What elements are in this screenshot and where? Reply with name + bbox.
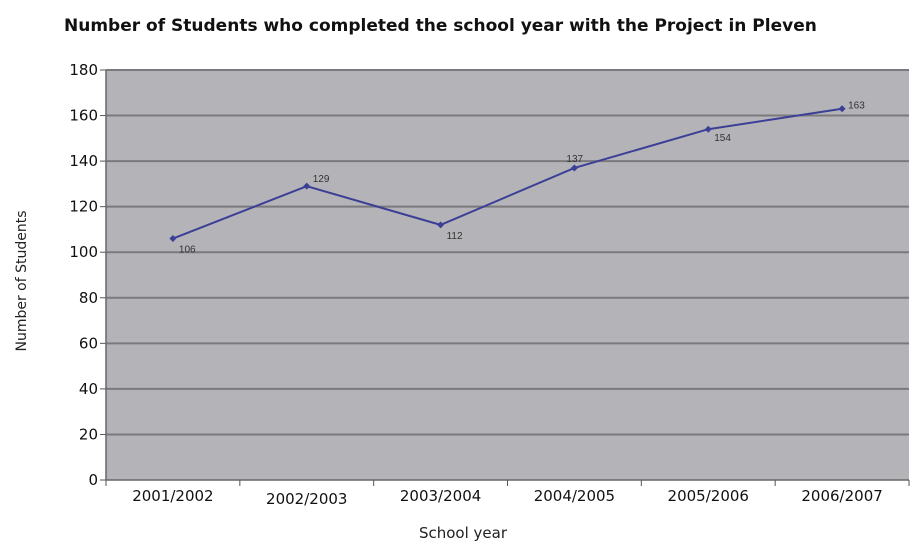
data-label: 112 (447, 231, 463, 242)
x-tick-label: 2002/2003 (266, 490, 347, 508)
y-tick-label: 160 (69, 107, 98, 125)
x-tick-label: 2006/2007 (801, 487, 882, 505)
data-label: 163 (848, 101, 865, 112)
y-tick-label: 20 (79, 425, 98, 443)
y-tick-label: 0 (88, 471, 98, 489)
data-point (704, 125, 712, 133)
x-axis-label: School year (418, 524, 508, 542)
y-tick-label: 140 (69, 152, 98, 170)
data-point (570, 164, 578, 172)
plot-area (106, 70, 909, 480)
chart-title: Number of Students who completed the sch… (64, 16, 817, 36)
data-point (838, 105, 846, 113)
y-tick-label: 100 (69, 243, 98, 261)
data-label: 137 (566, 154, 583, 165)
y-tick-label: 60 (79, 334, 98, 352)
x-tick-label: 2001/2002 (132, 487, 213, 505)
data-point (303, 182, 311, 190)
y-tick-label: 120 (69, 198, 98, 216)
data-label: 154 (714, 133, 731, 144)
data-label: 106 (179, 245, 196, 256)
data-point (169, 235, 177, 243)
y-tick-label: 80 (79, 289, 98, 307)
x-tick-label: 2005/2006 (668, 487, 749, 505)
y-tick-label: 40 (79, 380, 98, 398)
data-label: 129 (313, 174, 330, 185)
data-point (437, 221, 445, 229)
x-tick-label: 2003/2004 (400, 487, 481, 505)
y-tick-label: 180 (69, 61, 98, 79)
x-tick-label: 2004/2005 (534, 487, 615, 505)
series-line (172, 107, 843, 240)
